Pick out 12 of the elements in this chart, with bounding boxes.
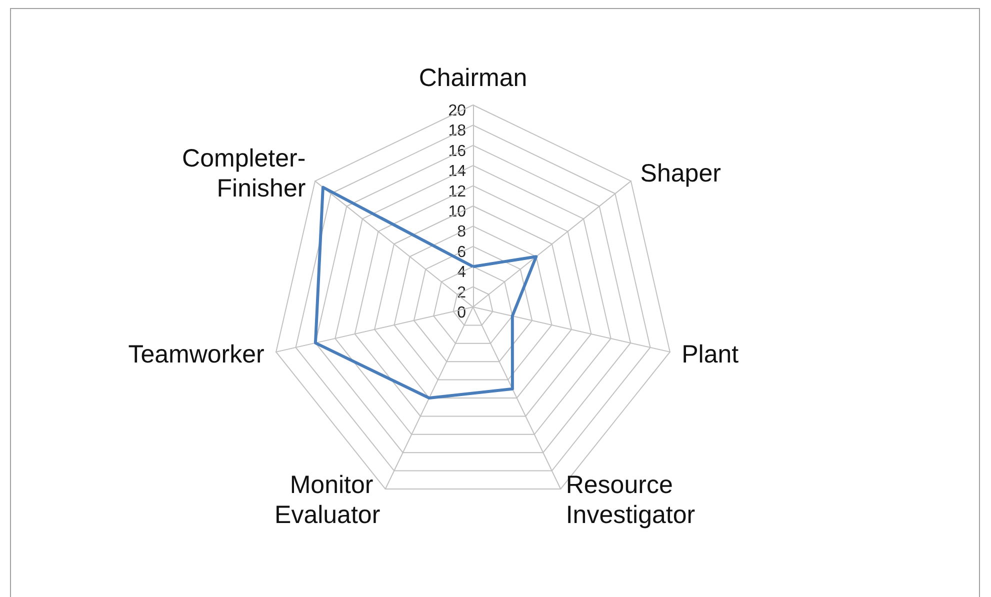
y-tick-label: 16 [448, 142, 466, 160]
spoke-label: Teamworker [128, 340, 264, 369]
spoke-label: Monitor Evaluator [274, 470, 380, 529]
y-tick-label: 8 [457, 224, 466, 241]
spoke-label: Chairman [418, 64, 528, 92]
spoke-label: Shaper [640, 160, 721, 188]
y-tick-label: 4 [457, 264, 466, 282]
y-tick-label: 6 [457, 244, 466, 261]
y-tick-label: 18 [448, 122, 466, 140]
spoke-label: Resource Investigator [566, 470, 696, 529]
spoke-label: Completer-Finisher [182, 144, 306, 203]
spoke-label: Plant [682, 340, 739, 369]
